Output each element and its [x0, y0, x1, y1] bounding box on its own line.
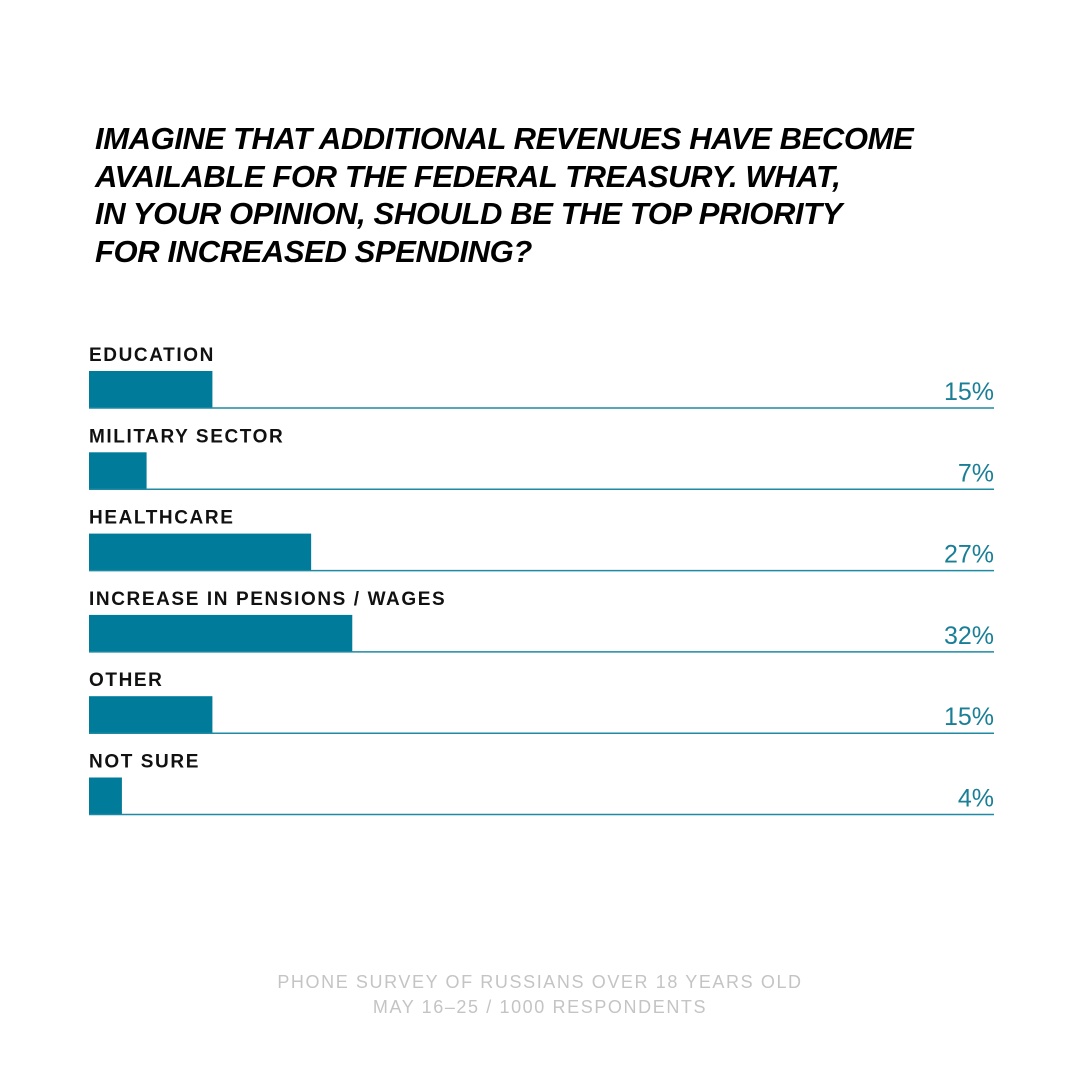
chart-title-line: IN YOUR OPINION, SHOULD BE THE TOP PRIOR…: [95, 196, 842, 231]
bar: [89, 371, 213, 408]
bar: [89, 452, 147, 490]
bar-row: HEALTHCARE 27%: [89, 508, 994, 572]
category-label: NOT SURE: [89, 752, 200, 773]
category-label: OTHER: [89, 670, 164, 691]
bar-row: INCREASE IN PENSIONS / WAGES 32%: [89, 589, 994, 653]
bar-row: MILITARY SECTOR 7%: [89, 426, 994, 491]
footnote-line: MAY 16–25 / 1000 RESPONDENTS: [372, 997, 708, 1017]
category-label: HEALTHCARE: [89, 508, 234, 529]
bar-row: EDUCATION 15%: [89, 345, 994, 409]
chart-title-line: AVAILABLE FOR THE FEDERAL TREASURY. WHAT…: [95, 158, 841, 194]
category-label: MILITARY SECTOR: [89, 426, 284, 447]
value-label: 7%: [958, 459, 994, 487]
value-label: 15%: [944, 703, 994, 731]
chart-title-line: IMAGINE THAT ADDITIONAL REVENUES HAVE BE…: [95, 121, 914, 156]
bar-row: OTHER 15%: [89, 670, 994, 734]
bar: [89, 777, 122, 815]
bar: [89, 533, 312, 571]
survey-footnote: PHONE SURVEY OF RUSSIANS OVER 18 YEARS O…: [0, 970, 1080, 1020]
chart-title: IMAGINE THAT ADDITIONAL REVENUES HAVE BE…: [95, 120, 1035, 270]
category-label: EDUCATION: [89, 345, 215, 366]
chart-title-line: FOR INCREASED SPENDING?: [95, 233, 532, 269]
value-label: 15%: [944, 378, 994, 406]
bar: [89, 696, 213, 734]
bar: [89, 614, 353, 652]
bar-row: NOT SURE 4%: [89, 752, 994, 816]
value-label: 32%: [944, 622, 994, 650]
value-label: 4%: [958, 785, 994, 813]
footnote-line: PHONE SURVEY OF RUSSIANS OVER 18 YEARS O…: [277, 972, 803, 992]
category-label: INCREASE IN PENSIONS / WAGES: [89, 589, 446, 610]
value-label: 27%: [944, 541, 994, 569]
